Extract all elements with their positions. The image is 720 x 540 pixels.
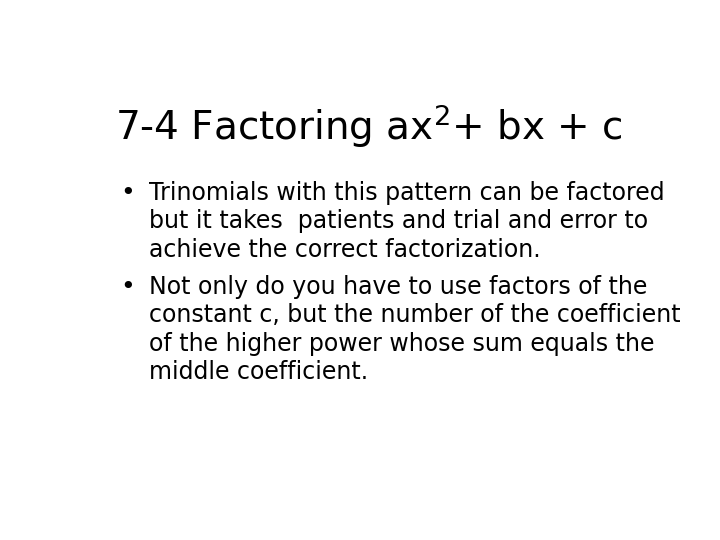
Text: •: •: [121, 275, 135, 299]
Text: Not only do you have to use factors of the: Not only do you have to use factors of t…: [148, 275, 647, 299]
Text: 7-4 Factoring ax$^2$+ bx + c: 7-4 Factoring ax$^2$+ bx + c: [115, 102, 623, 150]
Text: achieve the correct factorization.: achieve the correct factorization.: [148, 238, 540, 262]
Text: but it takes  patients and trial and error to: but it takes patients and trial and erro…: [148, 210, 648, 233]
Text: Trinomials with this pattern can be factored: Trinomials with this pattern can be fact…: [148, 181, 665, 205]
Text: •: •: [121, 181, 135, 205]
Text: of the higher power whose sum equals the: of the higher power whose sum equals the: [148, 332, 654, 356]
Text: middle coefficient.: middle coefficient.: [148, 360, 368, 384]
Text: constant c, but the number of the coefficient: constant c, but the number of the coeffi…: [148, 303, 680, 327]
